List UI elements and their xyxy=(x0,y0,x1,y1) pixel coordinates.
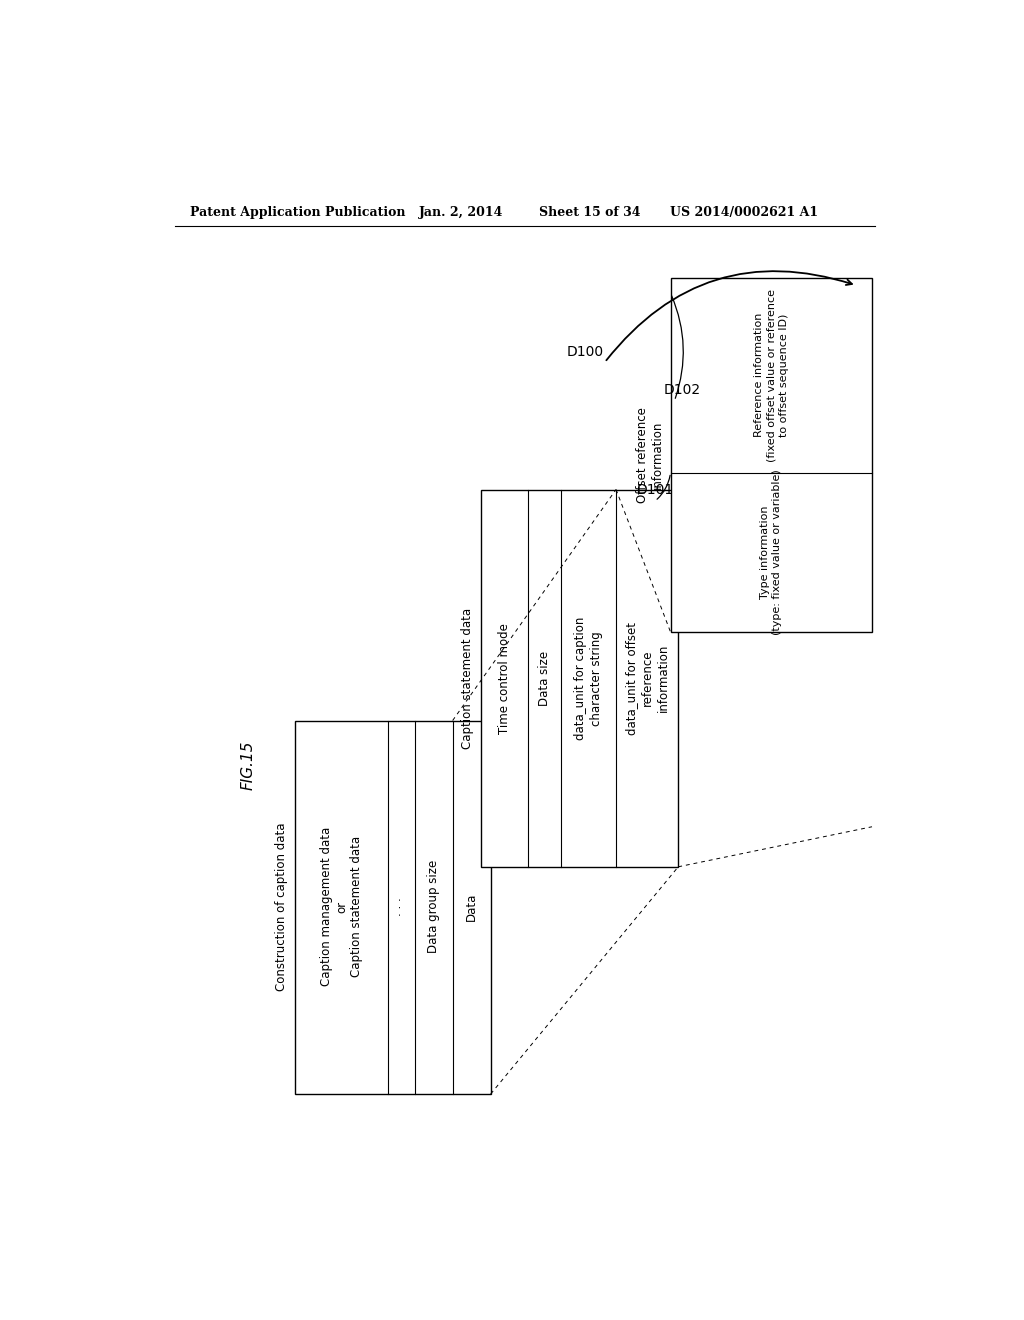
Bar xyxy=(671,277,872,632)
Text: Caption management data
or
Caption statement data: Caption management data or Caption state… xyxy=(319,828,362,986)
Text: FIG.15: FIG.15 xyxy=(241,741,256,789)
Text: Type information
(type: fixed value or variable): Type information (type: fixed value or v… xyxy=(760,470,782,635)
Text: Jan. 2, 2014: Jan. 2, 2014 xyxy=(419,206,503,219)
Text: Offset reference
information: Offset reference information xyxy=(636,407,665,503)
Bar xyxy=(295,721,490,1094)
Text: Patent Application Publication: Patent Application Publication xyxy=(190,206,406,219)
Text: D102: D102 xyxy=(664,383,700,397)
Text: Construction of caption data: Construction of caption data xyxy=(275,822,289,991)
Text: US 2014/0002621 A1: US 2014/0002621 A1 xyxy=(671,206,818,219)
Text: Caption statement data: Caption statement data xyxy=(462,607,474,748)
Text: D101: D101 xyxy=(636,483,674,498)
Text: Data group size: Data group size xyxy=(427,861,440,953)
Text: D100: D100 xyxy=(566,345,604,359)
Text: Data: Data xyxy=(465,892,478,921)
Text: Sheet 15 of 34: Sheet 15 of 34 xyxy=(539,206,640,219)
Text: data_unit for offset
reference
information: data_unit for offset reference informati… xyxy=(625,622,670,735)
Text: · · ·: · · · xyxy=(395,898,408,916)
Text: Data size: Data size xyxy=(539,651,551,706)
Text: Reference information
(fixed offset value or reference
to offset sequence ID): Reference information (fixed offset valu… xyxy=(754,289,788,462)
Bar xyxy=(480,490,678,867)
Text: Time control mode: Time control mode xyxy=(498,623,511,734)
Text: data_unit for caption
character string: data_unit for caption character string xyxy=(574,616,603,739)
